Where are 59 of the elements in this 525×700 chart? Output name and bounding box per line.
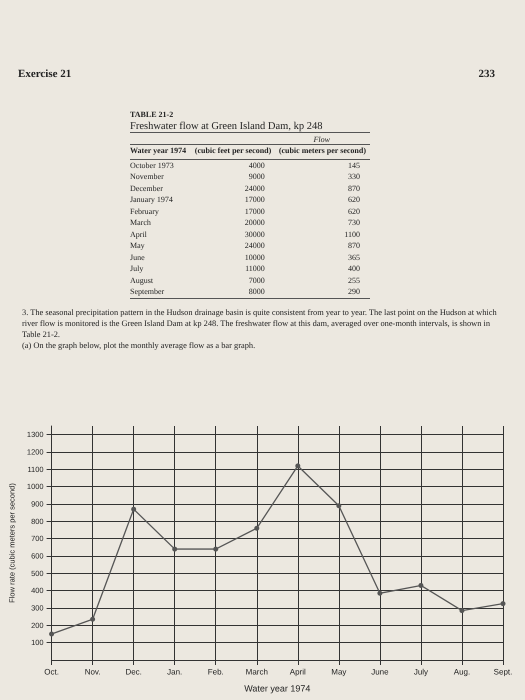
- text: 9000: [248, 171, 266, 182]
- text: 233: [478, 68, 495, 80]
- text: 145: [347, 160, 361, 171]
- text: (cubic feet per second): [191, 145, 275, 159]
- text: 870: [347, 240, 361, 252]
- text: July: [130, 263, 144, 274]
- text: September: [130, 286, 166, 298]
- text: December: [130, 182, 164, 194]
- text: April: [130, 228, 148, 240]
- text: Freshwater flow at Green Island Dam, kp 248: [130, 121, 370, 133]
- text: 11000: [244, 263, 266, 274]
- text: 7000: [248, 274, 266, 286]
- x-tick-label: Feb.: [208, 668, 224, 676]
- text: March: [130, 217, 152, 228]
- x-tick-label: May: [331, 668, 346, 676]
- text: 290: [347, 286, 361, 298]
- text: 3. The seasonal precipitation pattern in the Hudson drainage basin is quite consistent from year to year. The last point on the Hudson at which river flow is monitored is the Green Island Dam at kp 248. The freshwater flow at this dam, averaged over one-month intervals, is shown in Table 21-2.: [22, 306, 498, 340]
- text: Flow: [130, 135, 370, 145]
- text: 10000: [244, 252, 266, 263]
- text: 620: [347, 194, 361, 206]
- x-tick-label: Oct.: [44, 668, 59, 676]
- text: 20000: [244, 217, 266, 228]
- text: (a) On the graph below, plot the monthly average flow as a bar graph.: [22, 340, 256, 350]
- x-tick-label: April: [290, 668, 306, 676]
- text: June: [130, 252, 146, 263]
- text: 24000: [244, 240, 266, 252]
- text: 30000: [244, 228, 266, 240]
- text: 330: [347, 171, 361, 182]
- x-tick-label: Nov.: [84, 668, 101, 676]
- text: January 1974: [130, 194, 174, 206]
- text: 400: [347, 263, 361, 274]
- x-tick-label: March: [246, 668, 268, 676]
- x-tick-label: July: [414, 668, 428, 676]
- text: Exercise 21: [18, 68, 72, 80]
- text: August: [130, 274, 154, 286]
- text: Water year 1974: [130, 145, 192, 159]
- text: 24000: [244, 182, 266, 194]
- x-tick-label: Dec.: [125, 668, 142, 676]
- text: February: [130, 206, 160, 217]
- text: 620: [347, 206, 361, 217]
- x-tick-label: Sept.: [494, 668, 512, 676]
- caption: TABLE 21-2: [130, 110, 174, 119]
- text: 365: [347, 252, 361, 263]
- text: October 1973: [130, 160, 175, 171]
- text: November: [130, 171, 165, 182]
- text: May: [130, 240, 146, 252]
- text: 4000: [248, 160, 266, 171]
- text: 730: [347, 217, 361, 228]
- x-tick-label: June: [371, 668, 390, 676]
- text: 8000: [248, 286, 266, 298]
- text: (cubic meters per second): [274, 145, 370, 159]
- x-tick-label: Jan.: [167, 668, 182, 676]
- x-tick-label: Aug.: [454, 668, 470, 676]
- text: 17000: [244, 206, 266, 217]
- text: 870: [347, 182, 361, 194]
- text: 1100: [343, 228, 361, 240]
- text: 255: [347, 274, 361, 286]
- text: 17000: [244, 194, 266, 206]
- x-axis-title: Water year 1974: [244, 684, 310, 694]
